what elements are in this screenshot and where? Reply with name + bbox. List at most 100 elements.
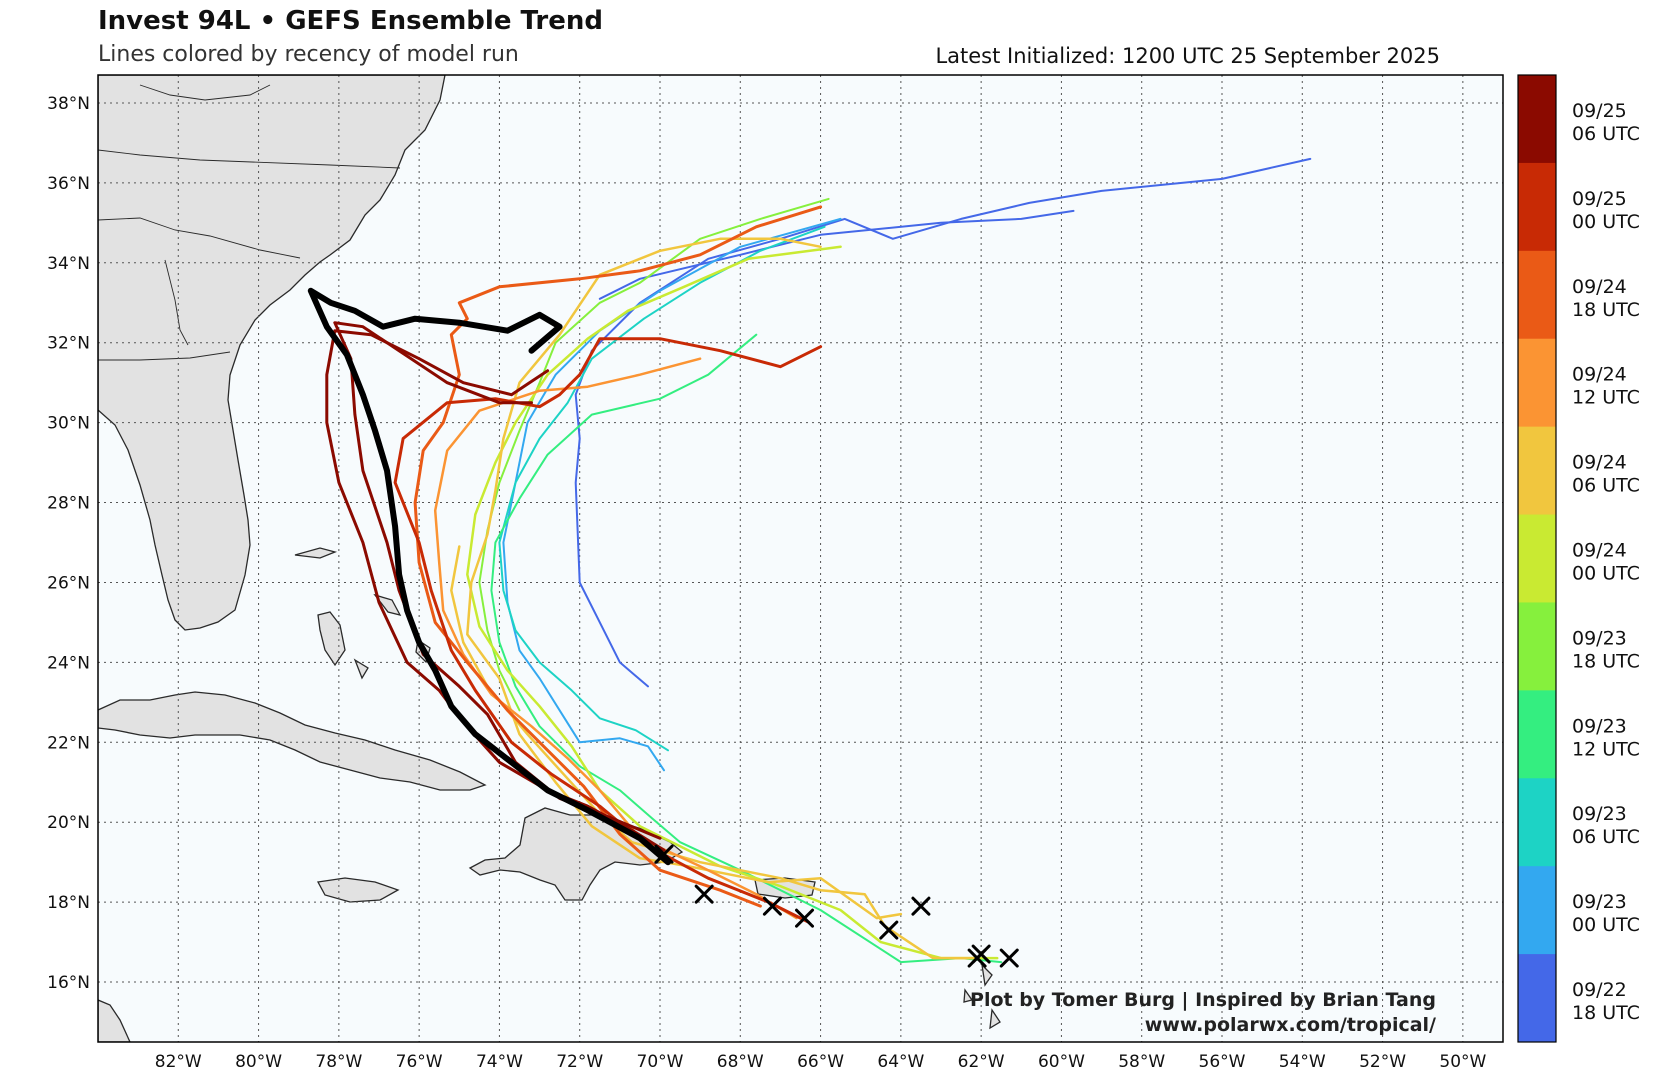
colorbar-time-label: 06 UTC: [1572, 475, 1640, 497]
colorbar-bin: [1518, 250, 1556, 340]
lat-tick-label: 28°N: [47, 494, 90, 514]
gridlines: [98, 75, 1503, 1042]
colorbar-bin: [1518, 778, 1556, 867]
colorbar-time-label: 00 UTC: [1572, 914, 1640, 936]
colorbar-time-label: 18 UTC: [1572, 299, 1640, 321]
lon-tick-label: 70°W: [637, 1052, 684, 1068]
colorbar-time-label: 12 UTC: [1572, 738, 1640, 760]
lon-tick-label: 78°W: [315, 1052, 362, 1068]
bahamas-andros: [317, 611, 346, 667]
state-borders: [98, 84, 401, 361]
ensemble-track: [466, 237, 903, 920]
colorbar-time-label: 12 UTC: [1572, 387, 1640, 409]
lon-tick-label: 68°W: [717, 1052, 764, 1068]
lesser-antilles-2: [989, 1008, 1001, 1030]
colorbar-bin: [1518, 426, 1556, 516]
colorbar-time-label: 18 UTC: [1572, 1002, 1640, 1024]
initial-position-markers: [654, 844, 1019, 968]
colorbar-bin: [1518, 602, 1556, 691]
lon-tick-label: 60°W: [1038, 1052, 1085, 1068]
colorbar-bin: [1518, 338, 1556, 428]
lat-tick-label: 24°N: [47, 653, 90, 673]
colorbar-time-label: 00 UTC: [1572, 211, 1640, 233]
ensemble-track: [490, 333, 1003, 964]
lat-tick-label: 36°N: [47, 174, 90, 194]
colorbar-frame: [1517, 74, 1557, 1043]
ensemble-tracks: [307, 157, 1312, 964]
colorbar-time-label: 00 UTC: [1572, 563, 1640, 585]
credit-line-1: Plot by Tomer Burg | Inspired by Brian T…: [970, 989, 1436, 1011]
lon-tick-label: 72°W: [556, 1052, 603, 1068]
colorbar-date-label: 09/24: [1572, 364, 1627, 386]
lon-tick-label: 64°W: [877, 1052, 924, 1068]
colorbar-bin: [1518, 162, 1556, 252]
initial-position-marker: [654, 844, 674, 864]
longitude-axis: 82°W 80°W 78°W 76°W 74°W 72°W 70°W 68°W 66°W 64°W…: [155, 1052, 1487, 1068]
initial-position-marker: [795, 908, 815, 928]
lat-tick-label: 22°N: [47, 733, 90, 753]
south-america-corner: [98, 999, 131, 1042]
colorbar-date-label: 09/24: [1572, 452, 1627, 474]
cuba: [98, 691, 487, 791]
lon-tick-label: 52°W: [1359, 1052, 1406, 1068]
ensemble-track: [307, 287, 671, 866]
lon-tick-label: 74°W: [476, 1052, 523, 1068]
colorbar-date-label: 09/24: [1572, 540, 1627, 562]
lat-tick-label: 20°N: [47, 813, 90, 833]
colorbar-date-label: 09/23: [1572, 891, 1627, 913]
map-title: Invest 94L • GEFS Ensemble Trend: [98, 6, 603, 36]
bahamas-small-4: [353, 658, 369, 680]
colorbar-date-label: 09/23: [1572, 803, 1627, 825]
lat-tick-label: 30°N: [47, 414, 90, 434]
ensemble-track: [450, 545, 975, 960]
colorbar-date-label: 09/24: [1572, 276, 1627, 298]
colorbar-date-label: 09/22: [1572, 979, 1627, 1001]
colorbar-bin: [1518, 690, 1556, 779]
initial-position-marker: [879, 920, 899, 940]
lat-tick-label: 38°N: [47, 94, 90, 114]
initial-position-marker: [967, 948, 987, 968]
lon-tick-label: 80°W: [235, 1052, 282, 1068]
map-subtitle: Lines colored by recency of model run: [98, 42, 519, 67]
colorbar-time-label: 18 UTC: [1572, 650, 1640, 672]
latitude-axis: 16°N 18°N 20°N 22°N 24°N 26°N 28°N 30°N 32°N 34°N…: [47, 94, 90, 993]
latest-initialized-label: Latest Initialized: 1200 UTC 25 Septembe…: [935, 44, 1440, 68]
lon-tick-label: 82°W: [155, 1052, 202, 1068]
ensemble-track: [598, 209, 1075, 300]
colorbar-bin: [1518, 866, 1556, 955]
lesser-antilles-3: [963, 988, 974, 1003]
lesser-antilles-1: [981, 963, 993, 987]
lat-tick-label: 32°N: [47, 334, 90, 354]
colorbar-time-label: 06 UTC: [1572, 123, 1640, 145]
colorbar-time-label: 06 UTC: [1572, 826, 1640, 848]
initial-position-marker: [999, 948, 1019, 968]
lon-tick-label: 54°W: [1279, 1052, 1326, 1068]
us-east-coast: [98, 75, 446, 631]
ensemble-track: [478, 197, 830, 712]
colorbar-date-label: 09/25: [1572, 188, 1627, 210]
bahamas-small-1: [294, 547, 338, 559]
colorbar-bin: [1518, 75, 1556, 164]
initial-position-marker: [694, 884, 714, 904]
lat-tick-label: 26°N: [47, 573, 90, 593]
lon-tick-label: 58°W: [1118, 1052, 1165, 1068]
colorbar-bin: [1518, 514, 1556, 603]
colorbar-date-label: 09/23: [1572, 715, 1627, 737]
jamaica: [316, 877, 400, 903]
lat-tick-label: 18°N: [47, 893, 90, 913]
colorbar-bin: [1518, 954, 1556, 1043]
initial-position-marker: [762, 896, 782, 916]
map-frame: [97, 74, 1504, 1043]
lon-tick-label: 56°W: [1199, 1052, 1246, 1068]
credit-line-2: www.polarwx.com/tropical/: [1144, 1014, 1436, 1036]
ensemble-track: [498, 225, 826, 752]
colorbar-date-label: 09/25: [1572, 100, 1627, 122]
lon-tick-label: 62°W: [958, 1052, 1005, 1068]
colorbar-date-label: 09/23: [1572, 627, 1627, 649]
land-masses: [98, 75, 1001, 1042]
lat-tick-label: 34°N: [47, 254, 90, 274]
ensemble-track: [466, 245, 999, 960]
lon-tick-label: 50°W: [1439, 1052, 1486, 1068]
